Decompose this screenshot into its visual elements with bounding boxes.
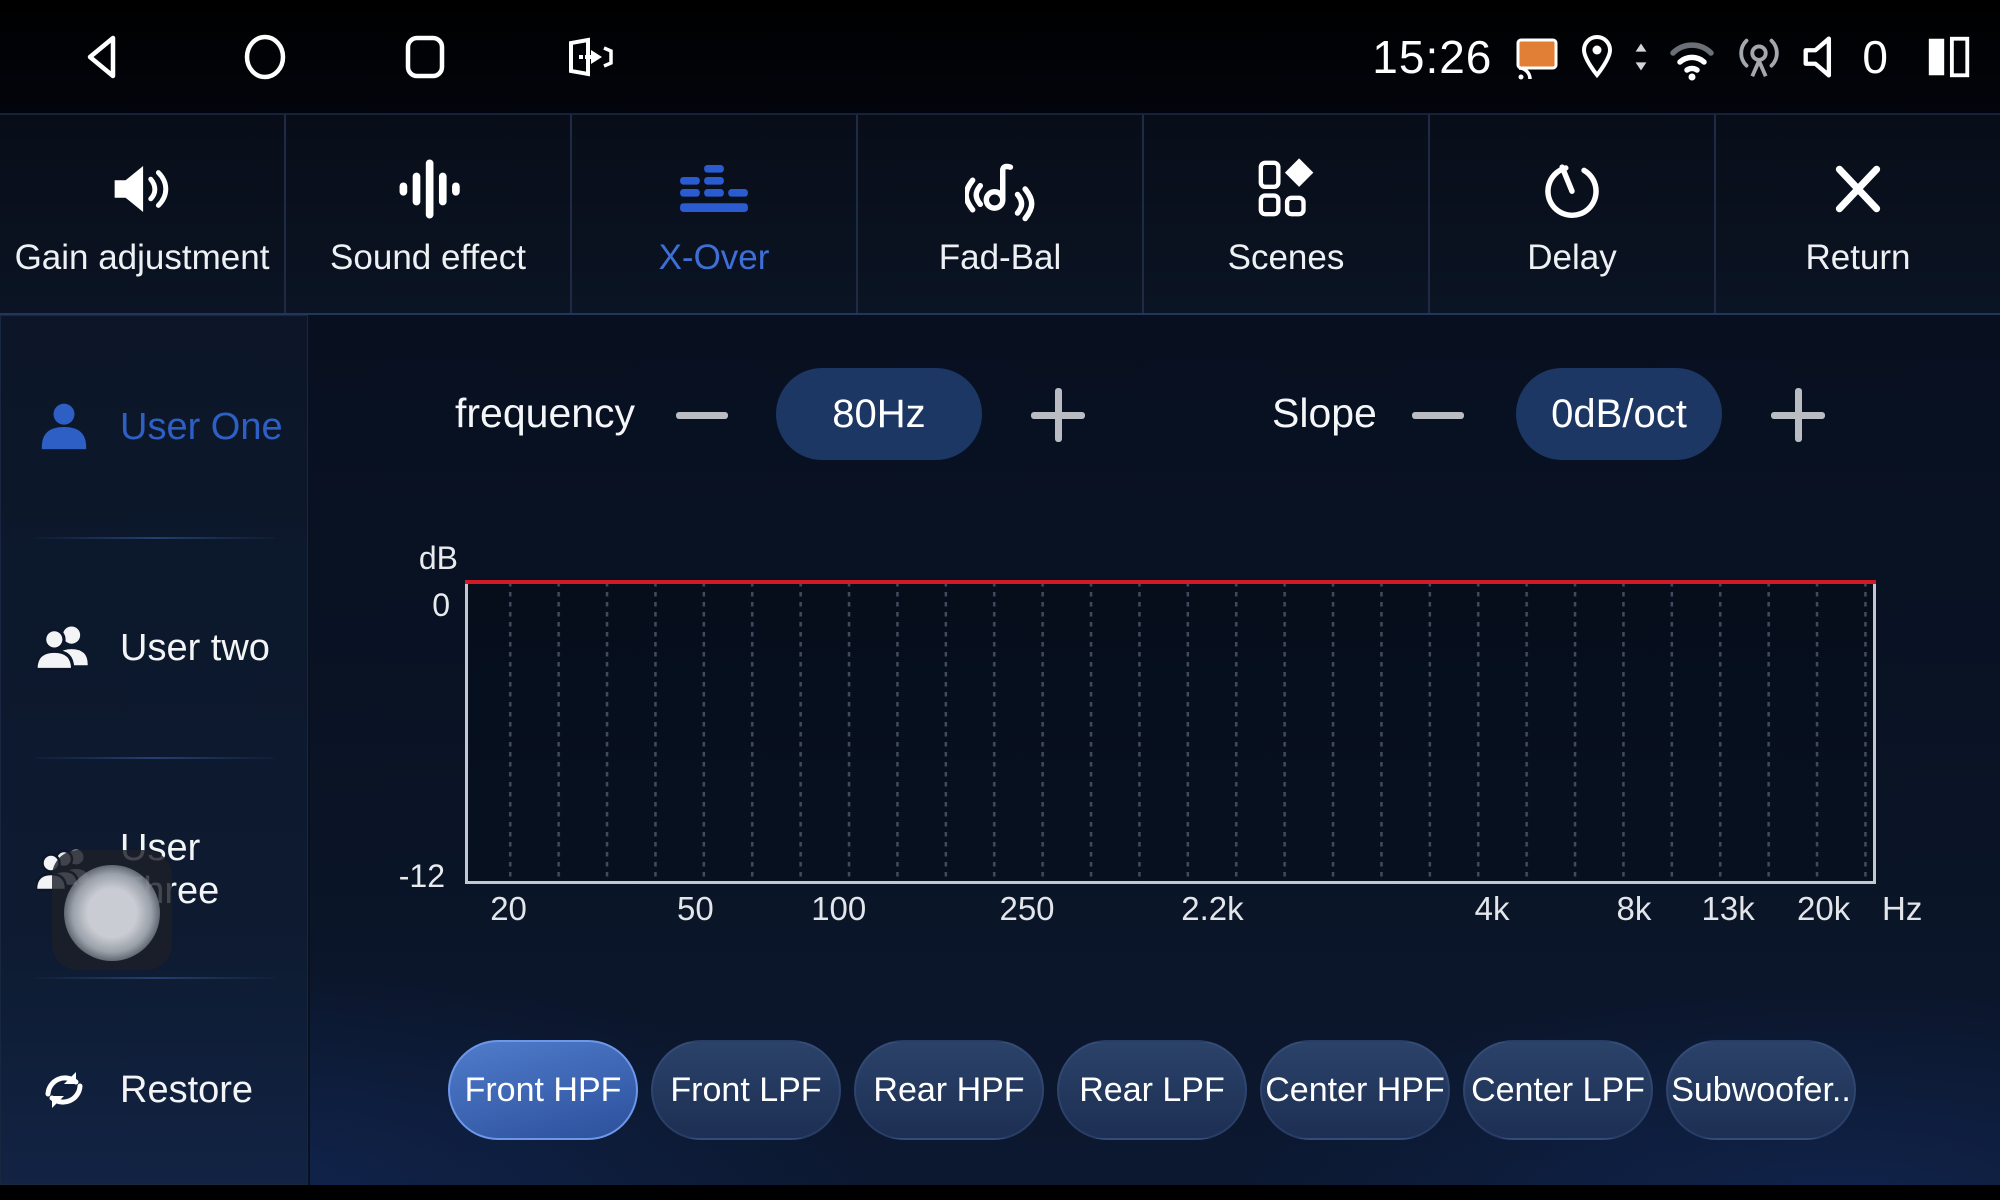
center-lpf-button[interactable]: Center LPF <box>1463 1040 1653 1140</box>
volume-level: 0 <box>1862 30 1888 83</box>
wifi-icon <box>1670 41 1715 80</box>
back-icon[interactable] <box>77 29 133 85</box>
x-tick-2.2k: 2.2k <box>1181 890 1244 927</box>
rear-hpf-button[interactable]: Rear HPF <box>854 1040 1044 1140</box>
user-preset-sidebar: User One User two User Three <box>0 315 310 1185</box>
slope-plus-button[interactable] <box>1771 388 1825 442</box>
tab-label: Scenes <box>1227 238 1345 277</box>
chart-gridlines <box>468 582 1873 881</box>
android-nav-buttons <box>0 29 613 85</box>
x-axis-ticks: 20 50 100 250 2.2k 4k 8k 13k 20k <box>465 890 1870 934</box>
tab-scenes[interactable]: Scenes <box>1142 115 1428 313</box>
x-axis-unit: Hz <box>1882 890 1923 927</box>
touch-indicator <box>52 850 172 970</box>
tab-label: Fad-Bal <box>938 238 1062 277</box>
location-icon <box>1582 34 1613 78</box>
home-icon[interactable] <box>237 29 293 85</box>
y-tick-minus12: -12 <box>398 858 445 894</box>
slope-label: Slope <box>1272 390 1377 436</box>
channel-filter-row: Front HPF Front LPF Rear HPF Rear LPF Ce… <box>448 1040 1856 1140</box>
hotspot-icon <box>1739 38 1780 77</box>
volume-icon[interactable] <box>1798 30 1852 84</box>
split-screen-icon[interactable] <box>1924 32 1974 82</box>
x-tick-20: 20 <box>490 890 527 927</box>
tab-x-over[interactable]: X-Over <box>570 115 856 313</box>
slope-value: 0dB/oct <box>1516 368 1722 460</box>
frequency-minus-button[interactable] <box>676 412 728 419</box>
x-tick-50: 50 <box>677 890 714 927</box>
x-tick-4k: 4k <box>1474 890 1510 927</box>
sidebar-item-restore[interactable]: Restore <box>0 1030 308 1150</box>
sidebar-item-user-one[interactable]: User One <box>0 367 308 487</box>
note-waves-icon <box>965 150 1035 224</box>
restore-arrows-icon <box>45 1072 83 1108</box>
speaker-icon <box>107 150 177 224</box>
touch-indicator-core <box>64 865 160 961</box>
tab-return[interactable]: Return <box>1714 115 2000 313</box>
x-tick-8k: 8k <box>1616 890 1652 927</box>
front-hpf-button[interactable]: Front HPF <box>448 1040 638 1140</box>
y-tick-0: 0 <box>432 587 450 623</box>
tab-label: Delay <box>1527 238 1617 277</box>
equalizer-icon <box>679 150 749 224</box>
subwoofer-button[interactable]: Subwoofer.. <box>1666 1040 1856 1140</box>
sync-arrows-icon <box>1636 43 1647 70</box>
response-curve <box>465 580 1876 584</box>
slope-minus-button[interactable] <box>1412 412 1464 419</box>
frequency-value: 80Hz <box>776 368 982 460</box>
tab-label: Return <box>1805 238 1911 277</box>
dsp-tab-bar: Gain adjustment Sound effect <box>0 113 2000 315</box>
sidebar-item-label: User two <box>120 626 270 669</box>
sidebar-item-user-two[interactable]: User two <box>0 588 308 708</box>
timer-icon <box>1537 150 1607 224</box>
x-tick-250: 250 <box>999 890 1055 927</box>
crossover-chart <box>465 580 1876 884</box>
tab-label: Gain adjustment <box>14 238 270 277</box>
tab-label: Sound effect <box>330 238 526 277</box>
status-icons: 15:26 <box>1372 30 2000 84</box>
x-over-panel: frequency 80Hz Slope 0dB/oct dB 0 -12 20… <box>0 315 2000 1185</box>
status-bar: 15:26 <box>0 0 2000 113</box>
recents-icon[interactable] <box>397 29 453 85</box>
tab-gain-adjustment[interactable]: Gain adjustment <box>0 115 284 313</box>
cast-icon <box>1516 38 1558 79</box>
front-lpf-button[interactable]: Front LPF <box>651 1040 841 1140</box>
y-axis-unit: dB <box>418 540 458 576</box>
bottom-bezel <box>0 1185 2000 1200</box>
clock: 15:26 <box>1372 30 1493 83</box>
rear-lpf-button[interactable]: Rear LPF <box>1057 1040 1247 1140</box>
close-x-icon <box>1823 150 1893 224</box>
sidebar-item-label: Restore <box>120 1068 254 1111</box>
tab-sound-effect[interactable]: Sound effect <box>284 115 570 313</box>
waveform-icon <box>393 150 463 224</box>
sidebar-divider <box>35 757 275 759</box>
sidebar-divider <box>35 977 275 979</box>
user-double-icon <box>36 626 88 672</box>
scenes-grid-icon <box>1251 150 1321 224</box>
tab-fad-bal[interactable]: Fad-Bal <box>856 115 1142 313</box>
x-tick-20k: 20k <box>1797 890 1851 927</box>
tab-label: X-Over <box>658 238 770 277</box>
x-tick-100: 100 <box>811 890 867 927</box>
sidebar-divider <box>35 537 275 539</box>
frequency-label: frequency <box>455 390 636 436</box>
center-hpf-button[interactable]: Center HPF <box>1260 1040 1450 1140</box>
x-tick-13k: 13k <box>1701 890 1755 927</box>
user-single-icon <box>41 403 87 450</box>
sidebar-item-label: User One <box>120 405 283 448</box>
frequency-plus-button[interactable] <box>1031 388 1085 442</box>
tab-delay[interactable]: Delay <box>1428 115 1714 313</box>
exit-app-icon[interactable] <box>557 29 613 85</box>
